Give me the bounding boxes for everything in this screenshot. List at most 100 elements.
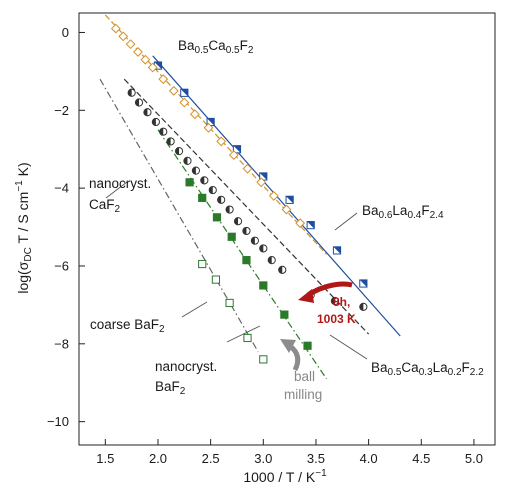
marker-bala-21 — [359, 302, 368, 311]
marker-nanobaf-2 — [212, 213, 222, 222]
annotation-leaders — [105, 181, 368, 360]
label-milling-1: ball — [294, 369, 315, 384]
marker-bala-13 — [233, 217, 243, 226]
marker-bacalaf-1 — [180, 88, 189, 97]
marker-coarse-2 — [225, 298, 234, 308]
x-tick-label-0: 1.5 — [96, 451, 114, 466]
marker-bala-12 — [225, 205, 234, 214]
leader-coarse — [181, 301, 208, 318]
y-axis-title: log(σDC T / S cm−1 K) — [14, 162, 34, 293]
marker-bala-10 — [208, 185, 217, 195]
marker-bala-0 — [127, 88, 136, 97]
marker-bala-11 — [217, 195, 226, 204]
marker-baca-4 — [140, 54, 151, 65]
label-nanocaf-1: nanocryst. — [89, 176, 151, 191]
y-tick-label-4: −8 — [54, 336, 69, 351]
marker-bala-17 — [267, 256, 276, 265]
marker-bala-5 — [166, 137, 175, 146]
marker-bala-6 — [174, 147, 184, 156]
marker-baca-8 — [179, 97, 190, 108]
label-anneal-2: 1003 K — [317, 312, 356, 326]
leader-bacala — [329, 334, 368, 360]
marker-bala-9 — [200, 176, 209, 185]
marker-bala-7 — [183, 156, 192, 165]
marker-bala-16 — [259, 244, 268, 253]
marker-baca-15 — [268, 191, 279, 201]
marker-nanobaf-6 — [280, 310, 289, 319]
marker-bacalaf-6 — [306, 221, 315, 230]
marker-coarse-4 — [259, 355, 268, 364]
fit-line-nanobaf — [157, 129, 327, 380]
x-tick-label-1: 2.0 — [149, 451, 167, 466]
fit-line-bala — [123, 78, 370, 335]
label-nanobaf-1: nanocryst. — [155, 359, 217, 374]
marker-baca-3 — [133, 47, 143, 57]
marker-baca-5 — [147, 62, 158, 73]
leader-caf — [105, 181, 128, 199]
leader-bala — [334, 212, 358, 231]
marker-coarse-1 — [211, 275, 221, 284]
y-tick-label-3: −6 — [54, 258, 69, 273]
x-tick-label-2: 2.5 — [202, 451, 220, 466]
y-tick-label-2: −4 — [54, 181, 69, 196]
plot-frame — [78, 12, 496, 446]
marker-baca-16 — [281, 204, 292, 215]
marker-bala-15 — [250, 236, 259, 245]
data-markers — [110, 23, 368, 364]
x-tick-label-6: 4.5 — [412, 451, 430, 466]
y-tick-label-1: −2 — [54, 103, 69, 118]
marker-baca-10 — [203, 122, 214, 133]
x-ticks: 1.5 2.0 2.5 3.0 3.5 4.0 4.5 5.0 — [96, 439, 483, 466]
marker-nanobaf-3 — [227, 232, 236, 241]
marker-bala-3 — [151, 117, 160, 127]
marker-bala-20 — [330, 296, 340, 306]
marker-nanobaf-4 — [242, 256, 251, 265]
x-tick-label-4: 3.5 — [307, 451, 325, 466]
x-tick-label-5: 4.0 — [360, 451, 378, 466]
marker-bala-14 — [242, 226, 251, 236]
marker-baca-17 — [295, 218, 306, 229]
fit-line-baca — [104, 14, 327, 255]
x-tick-label-3: 3.0 — [254, 451, 272, 466]
label-nanobaf-2: BaF2 — [155, 379, 186, 397]
y-ticks: 0 −2 −4 −6 −8 −10 — [47, 25, 85, 429]
marker-baca-12 — [228, 150, 239, 160]
x-tick-label-7: 5.0 — [465, 451, 483, 466]
marker-baca-1 — [118, 31, 129, 42]
marker-baca-7 — [168, 85, 179, 96]
marker-bala-8 — [191, 166, 201, 175]
label-bacala: Ba0.5Ca0.3La0.2F2.2 — [371, 360, 484, 378]
marker-nanobaf-5 — [259, 281, 268, 290]
marker-coarse-3 — [243, 333, 252, 343]
label-baca: Ba0.5Ca0.5F2 — [178, 38, 254, 56]
fit-line-cafline — [99, 78, 259, 352]
marker-nanobaf-7 — [303, 341, 312, 350]
marker-baca-11 — [216, 136, 227, 147]
marker-nanobaf-0 — [185, 178, 194, 187]
marker-bacalaf-7 — [332, 246, 342, 255]
marker-baca-13 — [242, 163, 253, 174]
marker-baca-14 — [256, 177, 267, 188]
marker-baca-2 — [125, 39, 136, 50]
label-anneal-1: 8h, — [333, 295, 350, 309]
label-coarse: coarse BaF2 — [90, 317, 165, 335]
marker-bala-1 — [134, 98, 144, 107]
x-axis-title: 1000 / T / K−1 — [243, 468, 327, 485]
y-tick-label-5: −10 — [47, 414, 69, 429]
anneal-arrow — [298, 281, 353, 303]
marker-bacalaf-5 — [285, 195, 294, 204]
marker-bacalaf-3 — [232, 145, 242, 154]
marker-bala-2 — [143, 108, 152, 117]
label-milling-2: milling — [284, 387, 322, 402]
marker-bala-4 — [159, 127, 168, 136]
label-bala: Ba0.6La0.4F2.4 — [362, 203, 444, 221]
leader-nanobaf — [226, 325, 261, 343]
marker-bacalaf-8 — [359, 279, 368, 288]
marker-baca-9 — [189, 109, 200, 120]
marker-nanobaf-1 — [198, 193, 207, 202]
y-tick-label-0: 0 — [62, 25, 69, 40]
marker-bala-18 — [278, 265, 287, 274]
label-nanocaf-2: CaF2 — [89, 197, 121, 215]
marker-baca-6 — [158, 74, 169, 85]
